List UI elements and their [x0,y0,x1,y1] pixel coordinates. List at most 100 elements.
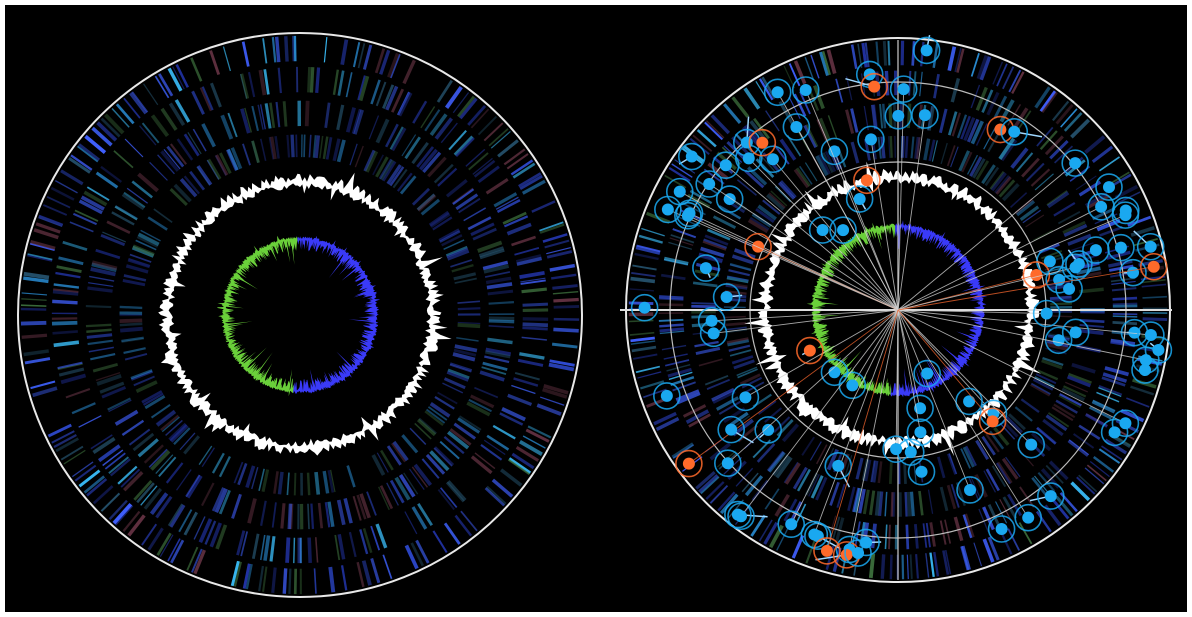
track-bar [458,197,481,214]
track-bar [453,272,477,281]
track-bar [132,432,155,452]
node [762,423,775,436]
track-bar [824,151,837,172]
track-bar [21,298,47,301]
edge [897,162,1076,311]
track-bar [29,242,55,252]
track-bar [285,537,291,563]
track-bar [778,181,796,200]
track-bar [700,246,725,258]
track-bar [496,198,521,213]
node-halo [711,151,740,180]
node-halo [675,449,703,478]
track-bar [1086,464,1107,482]
track-bar [161,416,180,433]
track-bar [731,254,754,265]
track-bar [712,215,737,229]
track-bar [258,565,265,592]
node-halo [907,457,936,486]
track-bar [86,186,110,202]
track-bar [58,367,85,377]
track-bar [328,566,336,593]
track-bar [527,425,552,439]
track-bar [179,177,198,198]
track-bar [359,493,371,519]
track-bar [672,228,697,239]
track-bar [96,121,118,142]
track-bar [114,205,138,221]
node-halo [715,185,744,213]
track-bar [52,289,79,296]
track-bar [50,186,75,201]
track-bar [375,118,390,144]
outer-ring [17,32,583,598]
track-bar [710,114,731,135]
track-bar [1066,375,1091,388]
track-bar [887,40,891,66]
track-bar [736,366,758,377]
node-halo [1082,236,1110,264]
track-bar [1126,397,1150,408]
node [816,224,829,237]
inner-ring-blue [890,220,988,398]
track-bar [659,327,685,333]
track-bar [163,148,181,170]
track-bar [728,269,750,277]
node-halo [1045,265,1073,294]
track-bar [43,204,68,216]
track-bar [826,49,837,74]
node [1063,282,1076,295]
track-bar [52,299,78,305]
track-bar [1063,223,1088,237]
track-bar [757,204,777,221]
track-bar [293,537,296,564]
track-bar [1050,302,1072,306]
track-bar [966,118,980,143]
track-bar [531,200,556,213]
track-bar [858,488,866,514]
track-bar [542,387,568,399]
track-bar [251,533,260,559]
track-bar [631,345,657,353]
track-bar [356,561,365,588]
track-bar [758,400,777,415]
track-bar [493,192,518,208]
track-bar [877,136,882,159]
node-halo [889,75,918,103]
track-bar [539,223,565,234]
track-bar [456,336,479,342]
node [1022,511,1035,524]
track-bar [488,325,515,329]
track-bar [100,165,123,183]
track-bar [729,263,752,272]
track-bar [190,57,203,82]
track-bar [1062,220,1086,234]
track-bar [102,231,127,243]
track-bar [437,488,455,511]
track-bar [282,568,288,594]
track-bar [63,449,86,465]
track-bar [263,69,270,95]
track-bar [521,287,547,294]
track-bar [978,508,989,532]
track-bar [950,483,960,508]
track-bar [1045,342,1069,351]
track-bar [387,52,400,78]
edge [795,126,899,311]
track-bar [169,188,188,206]
node-halo [731,383,760,412]
track-bar [1050,315,1072,318]
node-halo [653,382,681,410]
track-bar [1098,448,1121,464]
track-bar [457,307,481,311]
track-bar [927,105,935,131]
track-bar [268,136,275,160]
track-bar [251,466,259,490]
track-bar [99,381,125,394]
track-bar [960,448,971,469]
track-bar [549,359,575,367]
track-bar [704,121,724,141]
edge [849,309,899,550]
track-bar [196,165,213,186]
track-bar [468,152,489,171]
